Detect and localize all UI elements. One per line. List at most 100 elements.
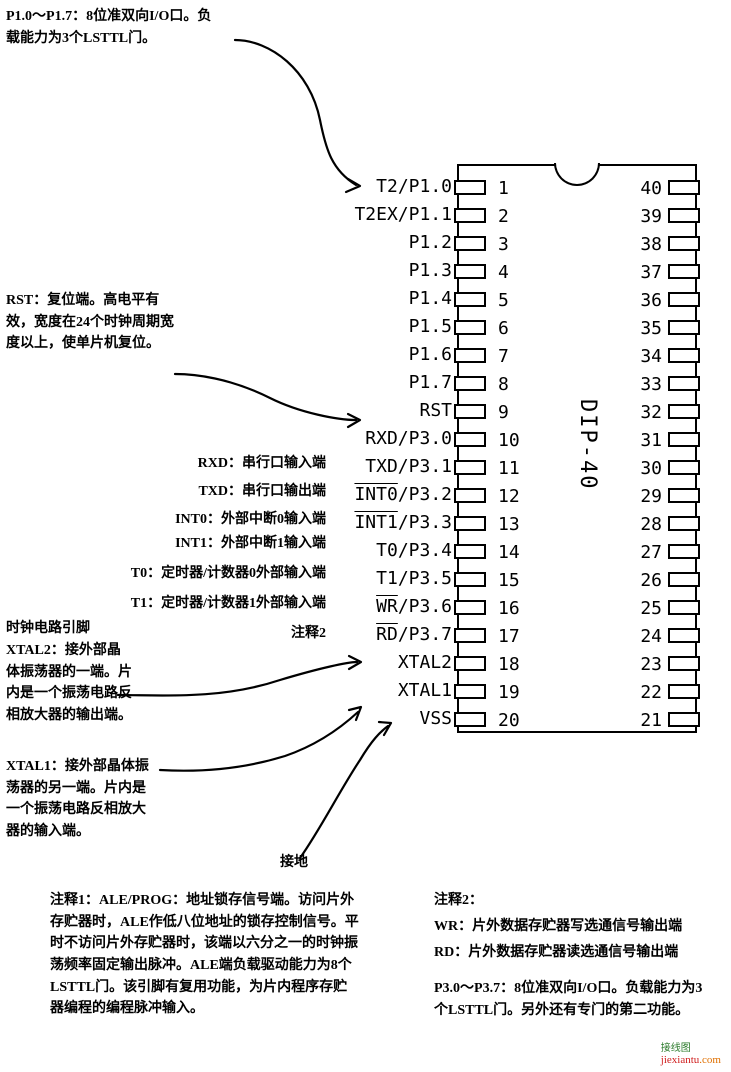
pin-num-right-21: 21 xyxy=(640,710,662,731)
pin-num-left-8: 8 xyxy=(498,374,509,395)
pin-rect-right-29 xyxy=(668,488,700,503)
note-vss: 接地 xyxy=(280,852,308,874)
watermark-domain-b: .com xyxy=(699,1054,721,1066)
pin-label-18: XTAL2 xyxy=(398,652,452,673)
pin-rect-right-28 xyxy=(668,516,700,531)
pin-rect-right-21 xyxy=(668,712,700,727)
pin-rect-right-35 xyxy=(668,320,700,335)
pin-num-right-38: 38 xyxy=(640,234,662,255)
pin-label-9: RST xyxy=(419,400,452,421)
note-xtal2: XTAL2：接外部晶体振荡器的一端。片内是一个振荡电路反相放大器的输出端。 xyxy=(6,640,134,727)
pin-num-right-39: 39 xyxy=(640,206,662,227)
pin-rect-left-17 xyxy=(454,628,486,643)
pin-num-right-24: 24 xyxy=(640,626,662,647)
pin-num-right-40: 40 xyxy=(640,178,662,199)
pin-rect-left-8 xyxy=(454,376,486,391)
note-xtal-head: 时钟电路引脚 xyxy=(6,618,90,640)
pin-label-15: T1/P3.5 xyxy=(376,568,452,589)
pin-rect-right-32 xyxy=(668,404,700,419)
pin-num-left-5: 5 xyxy=(498,290,509,311)
pin-num-right-22: 22 xyxy=(640,682,662,703)
pin-num-right-32: 32 xyxy=(640,402,662,423)
pin-rect-left-6 xyxy=(454,320,486,335)
note-rst: RST：复位端。高电平有效，宽度在24个时钟周期宽度以上，使单片机复位。 xyxy=(6,290,176,355)
pin-num-right-33: 33 xyxy=(640,374,662,395)
pin-num-left-7: 7 xyxy=(498,346,509,367)
pin-num-left-1: 1 xyxy=(498,178,509,199)
pin-label-3: P1.2 xyxy=(409,232,452,253)
pin-label-1: T2/P1.0 xyxy=(376,176,452,197)
arrow-path-6 xyxy=(160,712,358,771)
pin-rect-right-31 xyxy=(668,432,700,447)
pin-rect-right-33 xyxy=(668,376,700,391)
pin-num-left-16: 16 xyxy=(498,598,520,619)
pin-rect-left-13 xyxy=(454,516,486,531)
pin-num-left-9: 9 xyxy=(498,402,509,423)
note2-label: 注释2 xyxy=(291,622,326,642)
pin-label-10: RXD/P3.0 xyxy=(365,428,452,449)
pin-label-11: TXD/P3.1 xyxy=(365,456,452,477)
pin-num-left-14: 14 xyxy=(498,542,520,563)
pin-label-5: P1.4 xyxy=(409,288,452,309)
pin-rect-right-24 xyxy=(668,628,700,643)
note-int1: INT1：外部中断1输入端 xyxy=(175,532,326,552)
pin-rect-right-36 xyxy=(668,292,700,307)
pin-num-left-3: 3 xyxy=(498,234,509,255)
pin-rect-right-30 xyxy=(668,460,700,475)
pin-num-right-27: 27 xyxy=(640,542,662,563)
pin-rect-right-27 xyxy=(668,544,700,559)
note-p3: P3.0～P3.7：8位准双向I/O口。负载能力为3个LSTTL门。另外还有专门… xyxy=(434,978,714,1021)
pin-num-left-17: 17 xyxy=(498,626,520,647)
note2-rd: RD：片外数据存贮器读选通信号输出端 xyxy=(434,942,678,964)
pin-label-6: P1.5 xyxy=(409,316,452,337)
pin-rect-right-26 xyxy=(668,572,700,587)
pin-rect-right-37 xyxy=(668,264,700,279)
note2-wr: WR：片外数据存贮器写选通信号输出端 xyxy=(434,916,682,938)
pin-label-13: INT1/P3.3 xyxy=(354,512,452,533)
pin-label-20: VSS xyxy=(419,708,452,729)
note-rxd: RXD：串行口输入端 xyxy=(198,452,326,472)
pin-rect-left-20 xyxy=(454,712,486,727)
pin-label-4: P1.3 xyxy=(409,260,452,281)
pin-rect-right-39 xyxy=(668,208,700,223)
pin-rect-right-38 xyxy=(668,236,700,251)
pin-rect-left-3 xyxy=(454,236,486,251)
note-t0: T0：定时器/计数器0外部输入端 xyxy=(131,562,326,582)
pin-label-7: P1.6 xyxy=(409,344,452,365)
arrow-path-0 xyxy=(235,40,356,185)
note-ale-body: 访问片外存贮器时，ALE作低八位地址的锁存控制信号。平时不访问片外存贮器时，该端… xyxy=(50,893,359,1016)
pin-num-left-6: 6 xyxy=(498,318,509,339)
pin-num-right-36: 36 xyxy=(640,290,662,311)
arrow-path-4 xyxy=(118,662,357,696)
note-ale: 注释1：ALE/PROG：地址锁存信号端。访问片外存贮器时，ALE作低八位地址的… xyxy=(50,890,360,1020)
pin-rect-right-22 xyxy=(668,684,700,699)
pin-rect-left-12 xyxy=(454,488,486,503)
pin-rect-left-10 xyxy=(454,432,486,447)
pin-rect-right-34 xyxy=(668,348,700,363)
pin-num-right-23: 23 xyxy=(640,654,662,675)
note2-title: 注释2： xyxy=(434,890,483,912)
arrow-path-5 xyxy=(349,656,361,669)
pin-num-left-20: 20 xyxy=(498,710,520,731)
note-txd: TXD：串行口输出端 xyxy=(198,480,326,500)
note-p1: P1.0～P1.7：8位准双向I/O口。负载能力为3个LSTTL门。 xyxy=(6,6,221,49)
pin-num-left-12: 12 xyxy=(498,486,520,507)
note-int0: INT0：外部中断0输入端 xyxy=(175,508,326,528)
pin-rect-left-11 xyxy=(454,460,486,475)
arrow-path-2 xyxy=(175,374,356,420)
pin-rect-right-23 xyxy=(668,656,700,671)
pin-rect-left-9 xyxy=(454,404,486,419)
pin-num-right-28: 28 xyxy=(640,514,662,535)
note-t1: T1：定时器/计数器1外部输入端 xyxy=(131,592,326,612)
arrow-path-7 xyxy=(349,707,361,720)
pin-label-8: P1.7 xyxy=(409,372,452,393)
pin-num-right-31: 31 xyxy=(640,430,662,451)
arrow-path-9 xyxy=(379,722,391,735)
pin-num-left-13: 13 xyxy=(498,514,520,535)
pin-label-14: T0/P3.4 xyxy=(376,540,452,561)
pin-rect-right-40 xyxy=(668,180,700,195)
pin-rect-left-18 xyxy=(454,656,486,671)
arrow-path-3 xyxy=(348,414,360,427)
chip-name: DIP-40 xyxy=(575,399,600,490)
note-xtal1: XTAL1：接外部晶体振荡器的另一端。片内是一个振荡电路反相放大器的输入端。 xyxy=(6,756,156,843)
